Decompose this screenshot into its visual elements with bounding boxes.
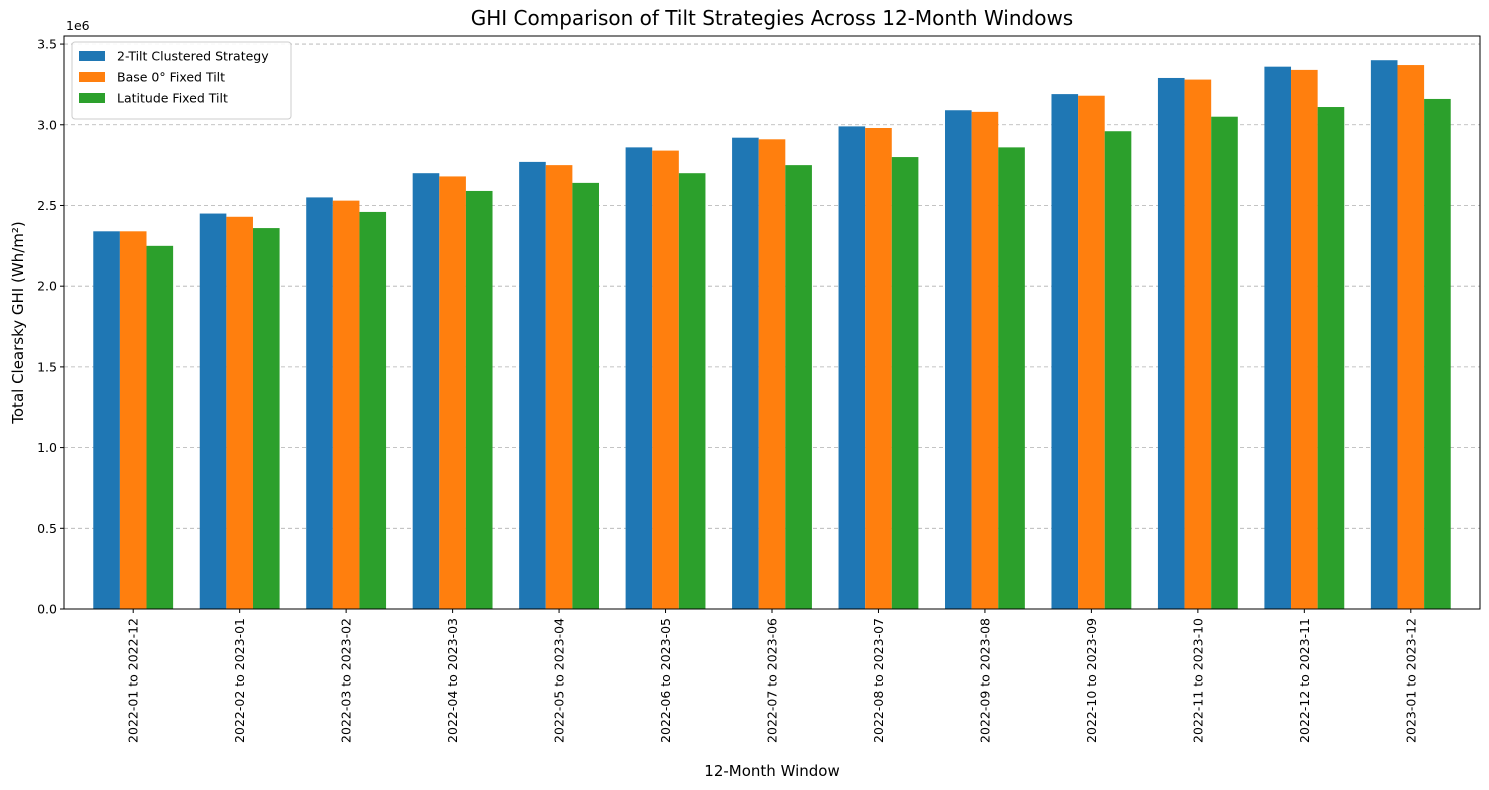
bar [252,228,280,609]
x-tick-label: 2022-03 to 2023-02 [339,618,354,743]
bar [838,126,866,609]
bar [1317,107,1345,610]
x-tick-label: 2022-05 to 2023-04 [552,618,567,743]
legend-box [71,41,292,120]
legend: 2-Tilt Clustered Strategy Base 0° Fixed T… [71,41,292,120]
x-tick-label: 2022-08 to 2023-07 [871,618,886,743]
bar [1424,98,1451,610]
legend-label: 2-Tilt Clustered Strategy [117,49,269,64]
y-tick-label: 3.5 [37,37,57,52]
y-axis-offset-label: 1e6 [66,18,90,33]
bar [652,150,679,609]
bar-series [93,60,1451,610]
x-tick-label: 2022-04 to 2023-03 [445,618,460,743]
bar [865,128,892,610]
bar [306,197,333,609]
y-axis: 0.0 0.5 1.0 1.5 2.0 2.5 3.0 3.5 [37,37,64,617]
legend-swatch [79,93,105,103]
y-tick-label: 0.5 [37,521,57,536]
x-tick-label: 2022-11 to 2023-10 [1190,618,1205,743]
x-axis-title: 12-Month Window [704,762,839,780]
bar [625,147,653,609]
bar [945,110,972,609]
bar [465,190,493,609]
bar [678,173,706,609]
x-tick-label: 2022-10 to 2023-09 [1084,618,1099,743]
bar [146,245,174,609]
bar [1104,131,1132,609]
x-tick-label: 2022-12 to 2023-11 [1297,618,1312,743]
bar [1184,79,1212,610]
bar [1291,69,1318,610]
bar [439,176,466,609]
x-tick-label: 2022-06 to 2023-05 [658,618,673,743]
bar [891,157,919,609]
y-tick-label: 2.5 [37,198,57,213]
chart-title: GHI Comparison of Tilt Strategies Across… [471,6,1073,30]
bar [732,137,759,609]
y-tick-label: 2.0 [37,279,57,294]
bar [785,165,812,609]
bar [199,213,227,609]
bar [412,173,440,609]
bar [1051,94,1079,609]
bar [93,231,120,609]
bar [332,200,360,609]
bar [545,165,573,609]
legend-swatch [79,51,105,61]
x-tick-label: 2022-02 to 2023-01 [232,618,247,743]
legend-label: Latitude Fixed Tilt [117,91,228,106]
x-tick-label: 2023-01 to 2023-12 [1403,618,1418,743]
bar [1211,116,1238,609]
bar [359,211,387,609]
bar [1264,66,1292,609]
bar [971,111,999,609]
bar [119,231,147,609]
bar [519,161,546,609]
x-tick-label: 2022-01 to 2022-12 [126,618,141,743]
x-tick-label: 2022-09 to 2023-08 [977,618,992,743]
y-axis-title: Total Clearsky GHI (Wh/m²) [9,221,27,424]
y-tick-label: 0.0 [37,602,57,617]
bar [1370,60,1398,610]
y-tick-label: 1.0 [37,440,57,455]
bar [1157,77,1185,610]
y-tick-label: 1.5 [37,359,57,374]
legend-label: Base 0° Fixed Tilt [117,70,225,85]
bar [758,139,786,610]
bar [1078,95,1105,609]
x-tick-label: 2022-07 to 2023-06 [765,618,780,743]
legend-swatch [79,72,105,82]
bar [226,216,253,609]
bar [998,147,1025,609]
x-axis: 2022-01 to 2022-12 2022-02 to 2023-01 2022… [126,609,1418,743]
bar [572,182,599,609]
bar [1397,65,1425,609]
y-tick-label: 3.0 [37,117,57,132]
